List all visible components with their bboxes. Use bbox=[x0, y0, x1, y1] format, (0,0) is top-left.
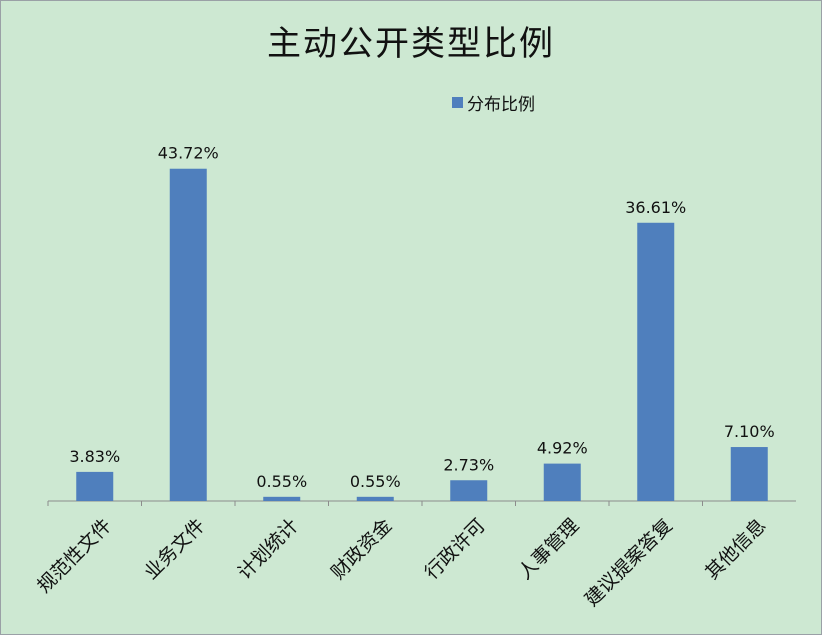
x-tick-label: 人事管理 bbox=[514, 515, 583, 584]
bar bbox=[263, 496, 301, 501]
data-label: 0.55% bbox=[256, 472, 307, 491]
x-tick-label: 业务文件 bbox=[140, 515, 209, 584]
chart-title: 主动公开类型比例 bbox=[267, 24, 555, 64]
data-label: 7.10% bbox=[724, 422, 775, 441]
bar bbox=[76, 471, 114, 501]
data-label: 2.73% bbox=[443, 455, 494, 474]
x-tick-label: 规范性文件 bbox=[33, 515, 116, 598]
bar bbox=[356, 496, 394, 501]
bar bbox=[169, 168, 207, 501]
data-label: 0.55% bbox=[350, 472, 401, 491]
x-tick-label: 行政许可 bbox=[421, 515, 490, 584]
data-label: 4.92% bbox=[537, 439, 588, 458]
legend-swatch bbox=[452, 97, 463, 108]
data-label: 36.61% bbox=[625, 198, 686, 217]
x-tick-label: 财政资金 bbox=[327, 515, 396, 584]
x-tick-label: 其他信息 bbox=[701, 515, 770, 584]
bar bbox=[543, 463, 581, 501]
legend: 分布比例 bbox=[452, 90, 535, 115]
legend-label: 分布比例 bbox=[467, 95, 535, 115]
bar bbox=[450, 480, 488, 501]
data-label: 43.72% bbox=[158, 144, 219, 163]
x-tick-label: 计划统计 bbox=[234, 515, 303, 584]
x-tick-label: 建议提案答复 bbox=[581, 515, 677, 611]
bar bbox=[637, 222, 675, 501]
data-label: 3.83% bbox=[69, 447, 120, 466]
bar bbox=[730, 447, 768, 501]
